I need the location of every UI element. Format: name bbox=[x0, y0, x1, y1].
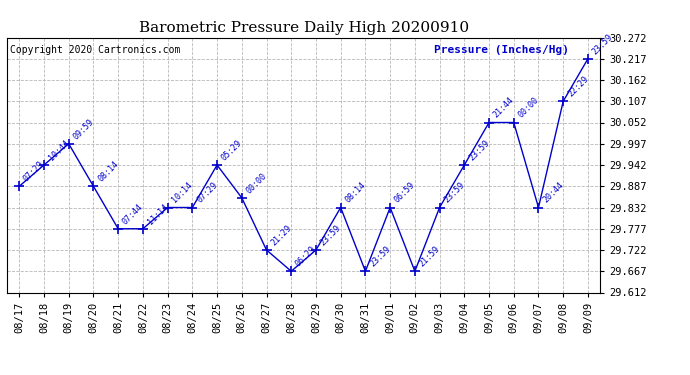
Text: 10:14: 10:14 bbox=[170, 181, 195, 205]
Text: 07:29: 07:29 bbox=[195, 181, 219, 205]
Text: 08:14: 08:14 bbox=[344, 181, 368, 205]
Text: 06:59: 06:59 bbox=[393, 181, 417, 205]
Text: 22:29: 22:29 bbox=[566, 74, 590, 99]
Text: 23:59: 23:59 bbox=[467, 138, 491, 162]
Text: 10:44: 10:44 bbox=[47, 138, 71, 162]
Text: 00:00: 00:00 bbox=[244, 171, 268, 195]
Text: 20:44: 20:44 bbox=[541, 181, 565, 205]
Text: 08:14: 08:14 bbox=[96, 159, 120, 183]
Text: 21:59: 21:59 bbox=[417, 244, 442, 268]
Text: Pressure (Inches/Hg): Pressure (Inches/Hg) bbox=[434, 45, 569, 55]
Text: Copyright 2020 Cartronics.com: Copyright 2020 Cartronics.com bbox=[10, 45, 180, 55]
Text: 07:44: 07:44 bbox=[121, 202, 145, 226]
Text: 21:44: 21:44 bbox=[492, 96, 516, 120]
Text: 07:29: 07:29 bbox=[22, 159, 46, 183]
Text: 09:59: 09:59 bbox=[72, 117, 95, 141]
Text: 23:59: 23:59 bbox=[442, 181, 466, 205]
Text: 21:29: 21:29 bbox=[269, 223, 293, 247]
Text: 23:59: 23:59 bbox=[591, 32, 615, 56]
Text: 00:00: 00:00 bbox=[517, 96, 540, 120]
Text: 11:14: 11:14 bbox=[146, 202, 170, 226]
Title: Barometric Pressure Daily High 20200910: Barometric Pressure Daily High 20200910 bbox=[139, 21, 469, 35]
Text: 23:59: 23:59 bbox=[319, 223, 343, 247]
Text: 23:59: 23:59 bbox=[368, 244, 392, 268]
Text: 06:29: 06:29 bbox=[294, 244, 318, 268]
Text: 05:29: 05:29 bbox=[220, 138, 244, 162]
